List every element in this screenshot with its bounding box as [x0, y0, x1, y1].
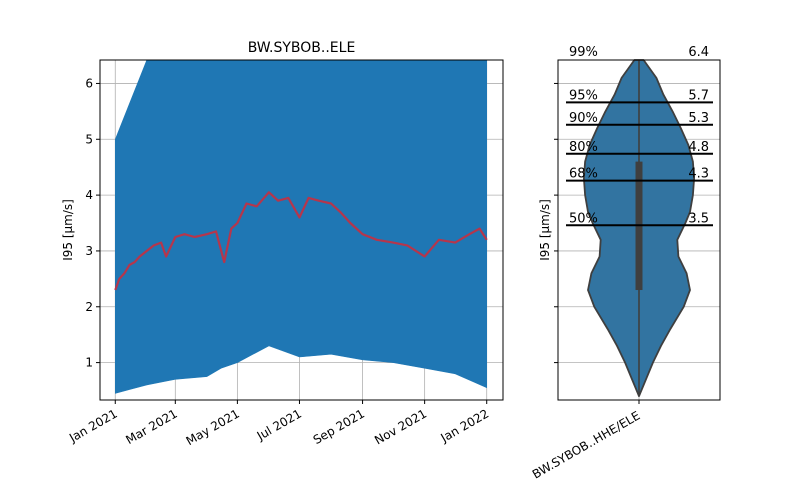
violin-percentile-lines: 99% 6.4 95% 5.7 90% 5.3 80% 4.8 68% 4.3 50% 3.5: [566, 45, 713, 227]
percentile-value: 5.7: [688, 88, 709, 103]
percentile-label: 80%: [569, 140, 598, 155]
percentile-value: 4.8: [688, 140, 709, 155]
i95-band-series: [115, 59, 487, 394]
x-tick-label: Nov 2021: [372, 406, 429, 447]
percentile-label: 50%: [569, 211, 598, 226]
percentile-value: 3.5: [688, 211, 709, 226]
y-tick-label: 1: [85, 356, 93, 370]
violin-y-ticks: [554, 82, 558, 364]
time-series-y-ticks: 1 2 3 4 5 6: [85, 76, 100, 370]
time-series-frame: [99, 59, 504, 401]
percentile-label: 99%: [569, 45, 598, 60]
violin-x-ticks: BW.SYBOB..HHE/ELE: [530, 400, 643, 482]
x-tick-label: Sep 2021: [311, 406, 367, 447]
x-tick-label: Jan 2022: [438, 406, 492, 445]
y-tick-label: 4: [85, 188, 93, 202]
time-series-x-ticks: Jan 2021 Mar 2021 May 2021 Jul 2021 Sep 2021…: [66, 400, 491, 448]
i95-smoothed-series: [114, 191, 488, 291]
percentile-label: 90%: [569, 111, 598, 126]
x-tick-label: Jul 2021: [254, 406, 304, 443]
percentile-value: 4.3: [688, 167, 709, 182]
y-tick-label: 3: [85, 244, 93, 258]
y-tick-label: 5: [85, 132, 93, 146]
violin-y-axis-label: I95 [μm/s]: [538, 199, 552, 261]
y-tick-label: 6: [85, 76, 93, 90]
time-series-panel: 1 2 3 4 5 6 Jan 2021 Mar 2021 May 2021 Jul 2021 S…: [61, 40, 504, 448]
i95-band-area: [115, 59, 487, 394]
percentile-value: 6.4: [688, 45, 709, 60]
x-tick-label: Jan 2021: [66, 406, 120, 445]
violin-x-tick-label: BW.SYBOB..HHE/ELE: [530, 408, 643, 481]
x-tick-label: May 2021: [184, 406, 242, 448]
violin-panel: 99% 6.4 95% 5.7 90% 5.3 80% 4.8 68% 4.3 50% 3.5 BW.…: [530, 45, 721, 482]
percentile-label: 95%: [569, 88, 598, 103]
i95-smoothed-line: [114, 191, 488, 291]
y-tick-label: 2: [85, 300, 93, 314]
x-tick-label: Mar 2021: [123, 406, 179, 447]
percentile-value: 5.3: [688, 111, 709, 126]
time-series-y-axis-label: I95 [μm/s]: [61, 199, 75, 261]
percentile-label: 68%: [569, 167, 598, 182]
time-series-title: BW.SYBOB..ELE: [248, 40, 356, 56]
